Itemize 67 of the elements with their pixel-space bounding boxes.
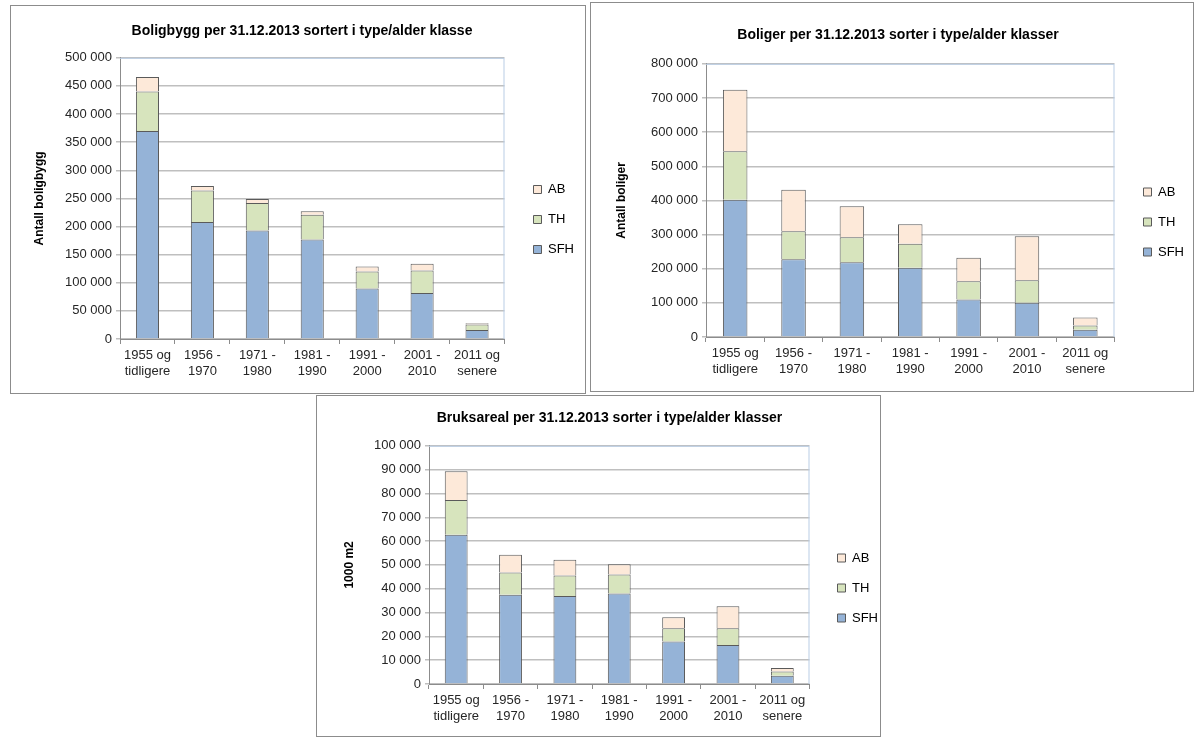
y-tick-label: 800 000 (651, 55, 698, 71)
y-tick-label: 100 000 (651, 294, 698, 310)
legend-label: SFH (852, 609, 878, 625)
x-tick-label: 1955 og tidligere (711, 345, 759, 376)
y-tick-label: 300 000 (65, 161, 112, 177)
y-tick-label: 500 000 (65, 49, 112, 65)
x-tick-label: 1971 - 1980 (546, 692, 584, 723)
x-tick-label: 1981 - 1990 (600, 692, 638, 723)
legend-label: TH (548, 211, 566, 227)
y-tick-label: 300 000 (651, 226, 698, 242)
x-tick-label: 1971 - 1980 (833, 345, 871, 376)
chart-title: Boligbygg per 31.12.2013 sortert i type/alder klasse (131, 22, 473, 39)
legend-label: SFH (548, 241, 574, 257)
x-tick-label: 1981 - 1990 (293, 347, 331, 378)
legend-label: AB (548, 181, 566, 197)
legend-label: TH (852, 579, 870, 595)
x-tick-label: 2011 og senere (759, 692, 806, 723)
legend-label: TH (1158, 213, 1176, 229)
x-tick-label: 2001 - 2010 (1008, 345, 1046, 376)
x-tick-label: 1971 - 1980 (238, 347, 276, 378)
y-tick-label: 80 000 (381, 485, 421, 501)
y-tick-label: 50 000 (72, 302, 112, 318)
y-tick-label: 250 000 (65, 189, 112, 205)
chart-title: Boliger per 31.12.2013 sorter i type/alder klasser (737, 26, 1060, 43)
y-axis-title: Antall boliger (613, 161, 628, 239)
y-tick-label: 0 (690, 328, 698, 344)
y-tick-label: 10 000 (381, 651, 421, 667)
y-tick-label: 50 000 (381, 556, 421, 572)
y-axis-title: 1000 m2 (341, 540, 356, 589)
y-tick-label: 200 000 (651, 260, 698, 276)
y-axis-title: Antall boligbygg (31, 151, 46, 246)
legend-label: AB (1158, 183, 1176, 199)
x-tick-label: 1956 - 1970 (183, 347, 221, 378)
x-tick-label: 1955 og tidligere (432, 692, 480, 723)
y-tick-label: 700 000 (651, 89, 698, 105)
y-tick-label: 200 000 (65, 218, 112, 234)
x-tick-label: 1991 - 2000 (348, 347, 386, 378)
x-tick-label: 1981 - 1990 (891, 345, 929, 376)
x-tick-label: 1991 - 2000 (655, 692, 693, 723)
x-tick-label: 2001 - 2010 (403, 347, 441, 378)
legend-label: SFH (1158, 243, 1184, 259)
x-tick-label: 2011 og senere (1062, 345, 1109, 376)
y-tick-label: 40 000 (381, 580, 421, 596)
y-tick-label: 150 000 (65, 246, 112, 262)
y-tick-label: 0 (104, 330, 112, 346)
y-tick-label: 30 000 (381, 604, 421, 620)
x-tick-label: 1955 og tidligere (123, 347, 171, 378)
y-tick-label: 500 000 (651, 157, 698, 173)
y-tick-label: 0 (413, 675, 421, 691)
y-tick-label: 100 000 (65, 274, 112, 290)
x-tick-label: 1956 - 1970 (492, 692, 529, 723)
y-tick-label: 70 000 (381, 508, 421, 524)
x-tick-label: 2011 og senere (454, 347, 501, 378)
legend-label: AB (852, 549, 870, 565)
y-tick-label: 400 000 (65, 105, 112, 121)
y-tick-label: 600 000 (651, 123, 698, 139)
y-tick-label: 350 000 (65, 133, 112, 149)
y-tick-label: 20 000 (381, 627, 421, 643)
y-tick-label: 450 000 (65, 77, 112, 93)
y-tick-label: 400 000 (651, 191, 698, 207)
x-tick-label: 1956 - 1970 (775, 345, 812, 376)
x-tick-label: 1991 - 2000 (950, 345, 988, 376)
y-tick-label: 100 000 (374, 437, 421, 453)
chart-title: Bruksareal per 31.12.2013 sorter i type/alder klasser (436, 409, 783, 426)
y-tick-label: 60 000 (381, 532, 421, 548)
x-tick-label: 2001 - 2010 (709, 692, 747, 723)
y-tick-label: 90 000 (381, 461, 421, 477)
